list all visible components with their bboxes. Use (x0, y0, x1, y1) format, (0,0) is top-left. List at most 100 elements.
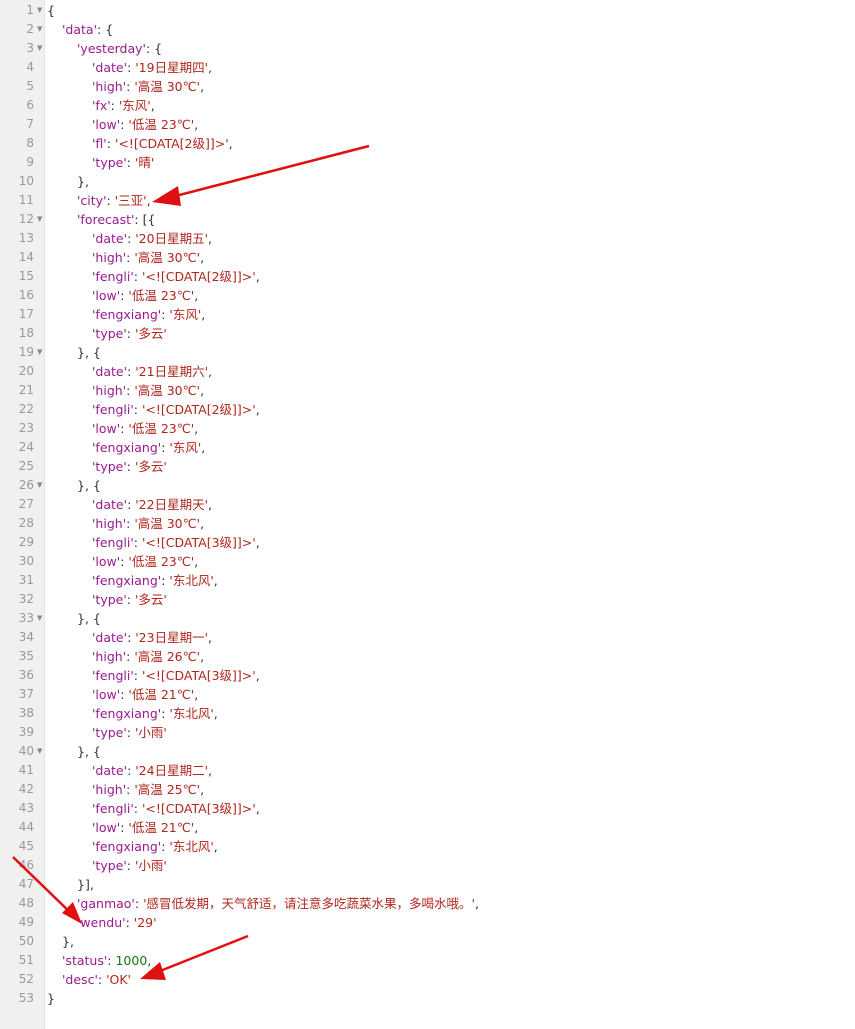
json-punct: : (127, 60, 136, 75)
json-string: '<![CDATA[3级]]>' (141, 535, 256, 550)
json-punct: } (47, 991, 55, 1006)
code-line[interactable]: 31 'fengxiang': '东北风', (0, 571, 855, 590)
json-key: 'fengxiang' (92, 307, 162, 322)
json-punct: , (146, 193, 151, 208)
code-line[interactable]: 9 'type': '晴' (0, 153, 855, 172)
fold-toggle-icon[interactable]: ▼ (37, 6, 43, 14)
json-string: '东风' (169, 440, 202, 455)
code-line[interactable]: 29 'fengli': '<![CDATA[3级]]>', (0, 533, 855, 552)
code-line[interactable]: 53} (0, 989, 855, 1008)
line-number: 49 (18, 915, 34, 929)
code-line[interactable]: 46 'type': '小雨' (0, 856, 855, 875)
code-line[interactable]: 10}, (0, 172, 855, 191)
code-text: 'high': '高温 30℃', (92, 514, 204, 533)
code-line[interactable]: 52 'desc': 'OK' (0, 970, 855, 989)
code-line[interactable]: 19 ▼}, { (0, 343, 855, 362)
code-line[interactable]: 28 'high': '高温 30℃', (0, 514, 855, 533)
code-line[interactable]: 7 'low': '低温 23℃', (0, 115, 855, 134)
code-line[interactable]: 8 'fl': '<![CDATA[2级]]>', (0, 134, 855, 153)
fold-toggle-icon[interactable]: ▼ (37, 25, 43, 33)
code-line[interactable]: 15 'fengli': '<![CDATA[2级]]>', (0, 267, 855, 286)
code-line[interactable]: 49 'wendu': '29' (0, 913, 855, 932)
line-number: 37 (18, 687, 34, 701)
code-text: 'type': '多云' (92, 590, 167, 609)
code-line[interactable]: 38 'fengxiang': '东北风', (0, 704, 855, 723)
json-key: 'low' (92, 288, 121, 303)
fold-toggle-icon[interactable]: ▼ (37, 44, 43, 52)
code-line[interactable]: 23 'low': '低温 23℃', (0, 419, 855, 438)
code-line[interactable]: 12 ▼ 'forecast': [{ (0, 210, 855, 229)
json-punct: , (200, 383, 205, 398)
code-line[interactable]: 5 'high': '高温 30℃', (0, 77, 855, 96)
json-key: 'type' (92, 459, 127, 474)
line-number: 24 (18, 440, 34, 454)
fold-toggle-icon[interactable]: ▼ (37, 215, 43, 223)
code-line[interactable]: 16 'low': '低温 23℃', (0, 286, 855, 305)
code-line[interactable]: 21 'high': '高温 30℃', (0, 381, 855, 400)
code-line[interactable]: 43 'fengli': '<![CDATA[3级]]>', (0, 799, 855, 818)
json-key: 'yesterday' (77, 41, 146, 56)
fold-toggle-icon[interactable]: ▼ (37, 348, 43, 356)
code-line[interactable]: 32 'type': '多云' (0, 590, 855, 609)
fold-toggle-icon[interactable]: ▼ (37, 747, 43, 755)
json-punct: : (126, 782, 135, 797)
json-key: 'low' (92, 117, 121, 132)
json-key: 'date' (92, 231, 128, 246)
code-line[interactable]: 45 'fengxiang': '东北风', (0, 837, 855, 856)
line-number: 50 (18, 934, 34, 948)
code-line[interactable]: 6 'fx': '东风', (0, 96, 855, 115)
code-line[interactable]: 13 'date': '20日星期五', (0, 229, 855, 248)
code-line[interactable]: 11 'city': '三亚', (0, 191, 855, 210)
json-punct: , (200, 649, 205, 664)
code-line[interactable]: 35 'high': '高温 26℃', (0, 647, 855, 666)
code-line[interactable]: 14 'high': '高温 30℃', (0, 248, 855, 267)
json-punct: : (126, 250, 135, 265)
code-line[interactable]: 48 'ganmao': '感冒低发期，天气舒适，请注意多吃蔬菜水果，多喝水哦。'… (0, 894, 855, 913)
code-text: 'low': '低温 21℃', (92, 818, 198, 837)
json-key: 'fengli' (92, 801, 134, 816)
code-line[interactable]: 27 'date': '22日星期天', (0, 495, 855, 514)
code-line[interactable]: 30 'low': '低温 23℃', (0, 552, 855, 571)
code-line[interactable]: 50}, (0, 932, 855, 951)
code-line[interactable]: 41 'date': '24日星期二', (0, 761, 855, 780)
json-key: 'forecast' (77, 212, 135, 227)
code-line[interactable]: 2 ▼ 'data': { (0, 20, 855, 39)
json-string: '多云' (134, 459, 167, 474)
json-key: 'fengli' (92, 269, 134, 284)
code-line[interactable]: 20 'date': '21日星期六', (0, 362, 855, 381)
json-string: '多云' (134, 326, 167, 341)
json-punct: , (208, 364, 213, 379)
code-line[interactable]: 25 'type': '多云' (0, 457, 855, 476)
code-line[interactable]: 34 'date': '23日星期一', (0, 628, 855, 647)
code-line[interactable]: 51 'status': 1000, (0, 951, 855, 970)
code-line[interactable]: 3 ▼ 'yesterday': { (0, 39, 855, 58)
code-text: }, { (77, 609, 101, 628)
code-line[interactable]: 18 'type': '多云' (0, 324, 855, 343)
line-number: 17 (18, 307, 34, 321)
json-key: 'low' (92, 687, 121, 702)
code-line[interactable]: 17 'fengxiang': '东风', (0, 305, 855, 324)
code-text: 'status': 1000, (62, 951, 151, 970)
code-line[interactable]: 39 'type': '小雨' (0, 723, 855, 742)
line-number: 23 (18, 421, 34, 435)
code-line[interactable]: 1 ▼ { (0, 1, 855, 20)
code-line[interactable]: 44 'low': '低温 21℃', (0, 818, 855, 837)
code-line[interactable]: 26 ▼}, { (0, 476, 855, 495)
code-line[interactable]: 22 'fengli': '<![CDATA[2级]]>', (0, 400, 855, 419)
code-line[interactable]: 47}], (0, 875, 855, 894)
code-line[interactable]: 4 'date': '19日星期四', (0, 58, 855, 77)
code-line[interactable]: 24 'fengxiang': '东风', (0, 438, 855, 457)
code-line[interactable]: 37 'low': '低温 21℃', (0, 685, 855, 704)
json-key: 'type' (92, 155, 127, 170)
json-punct: , (150, 98, 155, 113)
code-line[interactable]: 33 ▼}, { (0, 609, 855, 628)
json-punct: : (161, 573, 170, 588)
fold-toggle-icon[interactable]: ▼ (37, 614, 43, 622)
code-line[interactable]: 36 'fengli': '<![CDATA[3级]]>', (0, 666, 855, 685)
line-number: 35 (18, 649, 34, 663)
code-line[interactable]: 40 ▼}, { (0, 742, 855, 761)
line-number: 29 (18, 535, 34, 549)
code-line[interactable]: 42 'high': '高温 25℃', (0, 780, 855, 799)
fold-toggle-icon[interactable]: ▼ (37, 481, 43, 489)
